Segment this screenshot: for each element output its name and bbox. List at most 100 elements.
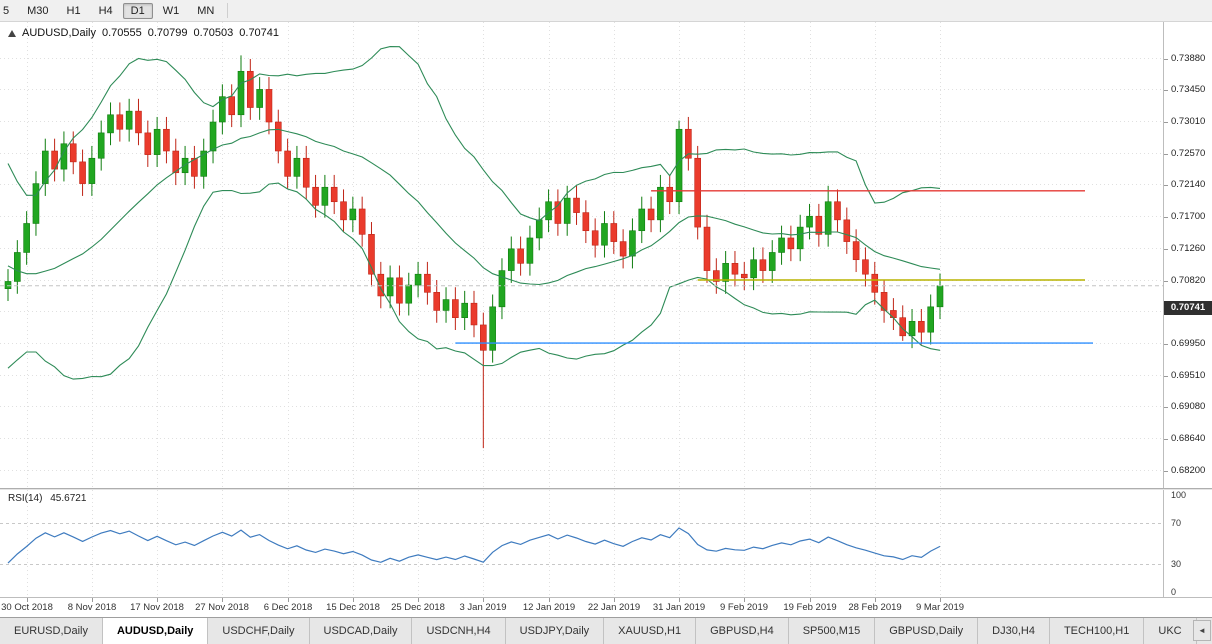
price-axis-tick [1164, 216, 1168, 218]
chart-tab-tech100[interactable]: TECH100,H1 [1049, 618, 1145, 644]
chart-tab-gbpusd[interactable]: GBPUSD,H4 [696, 618, 789, 644]
date-axis-label: 30 Oct 2018 [1, 602, 53, 613]
rsi-canvas[interactable] [0, 490, 1163, 597]
price-chart-pane[interactable]: AUDUSD,Daily 0.70555 0.70799 0.70503 0.7… [0, 22, 1212, 488]
candle [163, 128, 170, 152]
date-axis-label: 3 Jan 2019 [459, 602, 507, 613]
pane-splitter[interactable] [0, 488, 1212, 490]
candle [97, 132, 105, 159]
candle [806, 215, 813, 228]
time-axis-tick [222, 598, 223, 602]
time-axis-tick [940, 598, 941, 602]
candle [172, 150, 180, 174]
period-button-H4[interactable]: H4 [98, 4, 113, 17]
chart-tab-gbpusd[interactable]: GBPUSD,Daily [875, 618, 979, 644]
chart-tab-usdcnh[interactable]: USDCNH,H4 [412, 618, 506, 644]
chart-tab-audusd[interactable]: AUDUSD,Daily [102, 618, 209, 644]
time-axis-tick [353, 598, 354, 602]
tab-scroll-left-button[interactable]: ◄ [1193, 620, 1211, 641]
candle [321, 186, 329, 206]
price-axis-label: 0.73010 [1171, 115, 1206, 127]
time-axis-tick [810, 598, 811, 602]
rsi-pane[interactable]: RSI(14) 45.6721 100 70 30 0 [0, 490, 1212, 597]
candle [265, 89, 273, 123]
price-axis[interactable]: 0.73880 0.73450 0.73010 0.72570 0.72140 0.717… [1163, 22, 1212, 488]
candle [32, 183, 40, 224]
price-axis-label: 0.72570 [1171, 147, 1206, 159]
candle [228, 96, 235, 116]
date-axis-label: 17 Nov 2018 [130, 602, 184, 613]
candle [610, 223, 618, 242]
chart-tab-usdcad[interactable]: USDCAD,Daily [309, 618, 413, 644]
candle [722, 263, 729, 282]
time-axis-tick [27, 598, 28, 602]
candle [619, 241, 627, 257]
candle [79, 161, 86, 184]
candle [23, 223, 30, 253]
price-axis-tick [1164, 248, 1168, 250]
price-axis-tick [1164, 58, 1168, 60]
candle [330, 186, 338, 203]
date-axis-label: 12 Jan 2019 [522, 602, 576, 613]
quote-close: 0.70741 [239, 27, 280, 39]
candle [573, 197, 580, 213]
time-axis-tick [288, 598, 289, 602]
chart-tab-usdjpy[interactable]: USDJPY,Daily [505, 618, 605, 644]
candle [237, 70, 245, 116]
candle [927, 306, 934, 333]
candle [274, 121, 282, 152]
candle [638, 208, 646, 232]
price-chart-canvas[interactable] [0, 22, 1163, 488]
candle [181, 157, 189, 174]
rsi-axis[interactable]: 100 70 30 0 [1163, 490, 1212, 597]
candle [563, 197, 571, 224]
time-axis[interactable]: 30 Oct 2018 8 Nov 2018 17 Nov 2018 27 Nov 2… [0, 597, 1212, 617]
chart-tab-ukc[interactable]: UKC [1144, 618, 1197, 644]
candle [787, 237, 795, 250]
time-axis-tick [875, 598, 876, 602]
candle [340, 201, 347, 221]
bollinger-upper-band[interactable] [7, 46, 941, 222]
rsi-axis-label: 70 [1171, 517, 1182, 528]
candle [386, 277, 394, 297]
chart-tab-sp500[interactable]: SP500,M15 [788, 618, 876, 644]
price-axis-tick [1164, 470, 1168, 472]
price-axis-tick [1164, 184, 1168, 186]
candle [470, 302, 478, 326]
period-button-M30[interactable]: M30 [27, 4, 49, 17]
candle [526, 237, 534, 264]
date-axis-label: 9 Feb 2019 [719, 602, 769, 613]
candle [256, 89, 263, 108]
period-button-5[interactable]: 5 [3, 4, 10, 17]
bollinger-middle-band[interactable] [7, 128, 941, 286]
period-button-MN[interactable]: MN [197, 4, 215, 17]
date-axis-label: 25 Dec 2018 [391, 602, 445, 613]
bollinger-lower-band[interactable] [7, 182, 941, 380]
chart-tab-dj30[interactable]: DJ30,H4 [978, 618, 1050, 644]
candle [153, 128, 161, 155]
candle [116, 114, 124, 130]
time-axis-tick [157, 598, 158, 602]
candle [498, 270, 506, 308]
date-axis-label: 28 Feb 2019 [848, 602, 902, 613]
chart-tab-usdchf[interactable]: USDCHF,Daily [208, 618, 310, 644]
period-button-D1[interactable]: D1 [122, 2, 153, 19]
period-button-H1[interactable]: H1 [66, 4, 81, 17]
quote-open: 0.70555 [101, 27, 142, 39]
rsi-title: RSI(14) 45.6721 [8, 493, 91, 504]
candle [191, 157, 198, 177]
candle [14, 252, 21, 282]
candle [666, 186, 674, 203]
candle [517, 248, 524, 264]
candle [461, 302, 468, 318]
current-price-badge: 0.70741 [1164, 300, 1212, 315]
quote-high: 0.70799 [147, 27, 188, 39]
date-axis-label: 15 Dec 2018 [326, 602, 380, 613]
chart-tab-eurusd[interactable]: EURUSD,Daily [0, 618, 103, 644]
rsi-line[interactable] [7, 527, 941, 564]
period-button-W1[interactable]: W1 [162, 4, 180, 17]
candle [125, 110, 133, 130]
chart-tab-xauusd[interactable]: XAUUSD,H1 [604, 618, 697, 644]
price-axis-label: 0.72140 [1171, 178, 1206, 190]
